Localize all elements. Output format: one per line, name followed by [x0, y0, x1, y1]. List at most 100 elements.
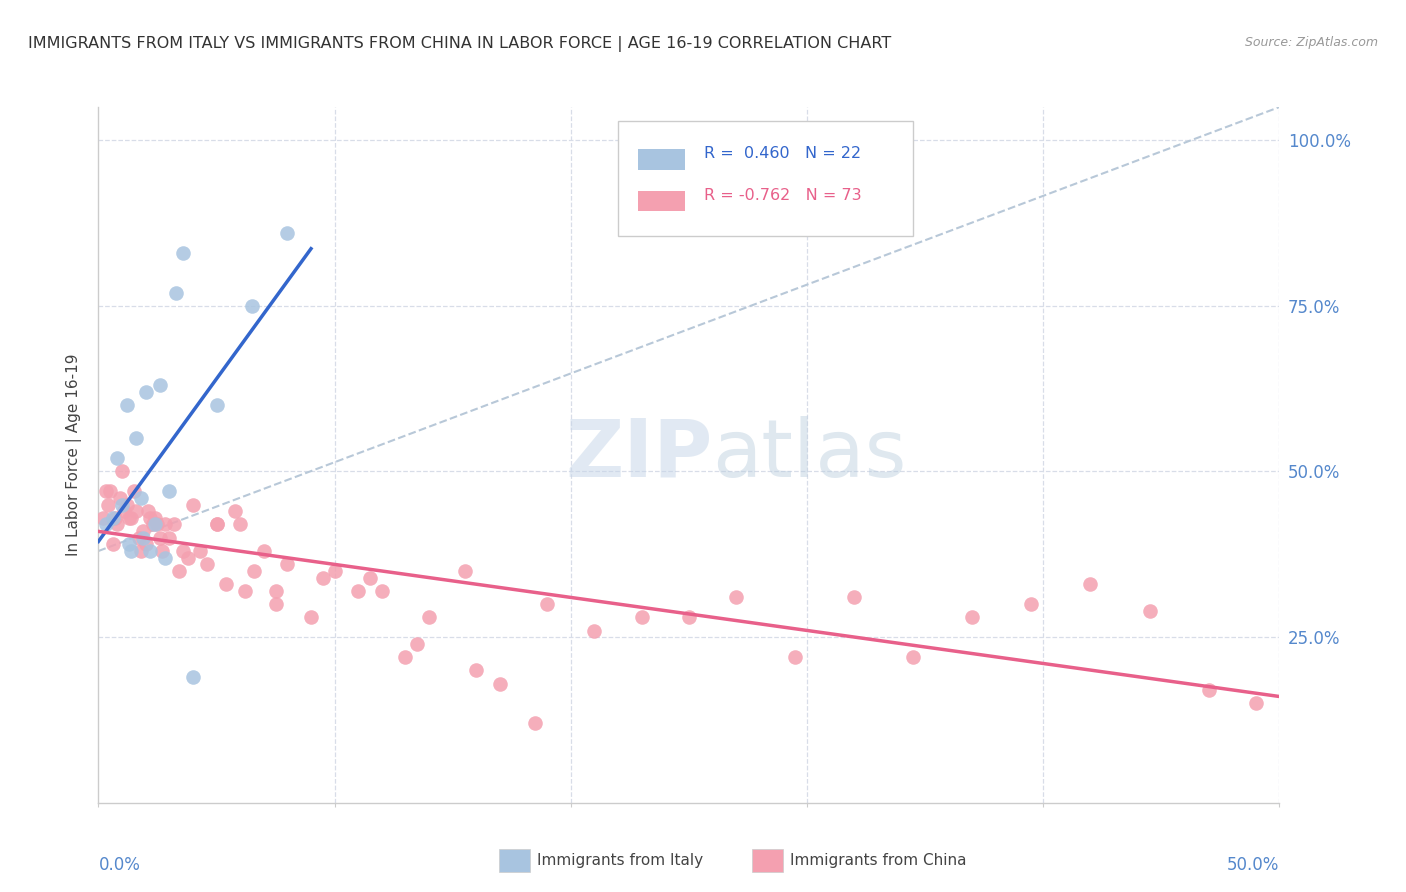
- Point: [105, 517, 128, 532]
- Point: [111, 465, 134, 479]
- Point: [205, 517, 228, 532]
- Point: [132, 531, 155, 545]
- Text: atlas: atlas: [713, 416, 907, 494]
- Point: [132, 524, 155, 538]
- Point: [149, 378, 172, 392]
- Point: [172, 245, 194, 260]
- Point: [139, 544, 162, 558]
- Point: [312, 570, 335, 584]
- Text: R =  0.460   N = 22: R = 0.460 N = 22: [704, 146, 862, 161]
- Point: [583, 624, 606, 638]
- Point: [224, 504, 246, 518]
- Point: [524, 716, 547, 731]
- Point: [233, 583, 256, 598]
- Point: [136, 504, 159, 518]
- Point: [94, 517, 117, 532]
- Point: [97, 498, 120, 512]
- Point: [125, 504, 148, 518]
- Point: [142, 517, 165, 532]
- Point: [139, 511, 162, 525]
- Text: Immigrants from China: Immigrants from China: [790, 854, 967, 868]
- Point: [205, 398, 228, 412]
- Point: [105, 451, 128, 466]
- FancyBboxPatch shape: [638, 191, 685, 211]
- Point: [276, 558, 298, 572]
- Point: [121, 511, 143, 525]
- Point: [243, 564, 266, 578]
- Text: R = -0.762   N = 73: R = -0.762 N = 73: [704, 188, 862, 202]
- Point: [163, 517, 186, 532]
- Point: [406, 637, 429, 651]
- Text: Source: ZipAtlas.com: Source: ZipAtlas.com: [1244, 36, 1378, 49]
- Point: [153, 517, 176, 532]
- Point: [104, 511, 127, 525]
- Point: [149, 531, 172, 545]
- Point: [118, 537, 141, 551]
- Point: [135, 384, 157, 399]
- Point: [167, 564, 190, 578]
- Point: [536, 597, 558, 611]
- Point: [229, 517, 252, 532]
- Point: [394, 650, 416, 665]
- Point: [115, 498, 138, 512]
- Point: [143, 517, 166, 532]
- Point: [188, 544, 211, 558]
- Point: [157, 484, 180, 499]
- Point: [215, 577, 238, 591]
- Point: [91, 511, 114, 525]
- FancyBboxPatch shape: [619, 121, 914, 235]
- Text: IMMIGRANTS FROM ITALY VS IMMIGRANTS FROM CHINA IN LABOR FORCE | AGE 16-19 CORREL: IMMIGRANTS FROM ITALY VS IMMIGRANTS FROM…: [28, 36, 891, 52]
- Point: [150, 544, 173, 558]
- Text: Immigrants from Italy: Immigrants from Italy: [537, 854, 703, 868]
- Point: [264, 583, 287, 598]
- Point: [101, 537, 124, 551]
- Point: [1139, 604, 1161, 618]
- Point: [1021, 597, 1043, 611]
- Text: 50.0%: 50.0%: [1227, 856, 1279, 874]
- Point: [240, 299, 263, 313]
- Point: [143, 511, 166, 525]
- Point: [359, 570, 381, 584]
- Point: [371, 583, 394, 598]
- Point: [115, 398, 138, 412]
- Point: [108, 491, 131, 505]
- Point: [276, 226, 298, 240]
- Point: [253, 544, 276, 558]
- Point: [1080, 577, 1102, 591]
- Point: [205, 517, 228, 532]
- Point: [135, 537, 157, 551]
- Point: [172, 544, 194, 558]
- Point: [903, 650, 925, 665]
- Text: ZIP: ZIP: [565, 416, 713, 494]
- Point: [962, 610, 984, 624]
- Point: [465, 663, 488, 677]
- Point: [146, 517, 169, 532]
- Point: [630, 610, 652, 624]
- Point: [195, 558, 218, 572]
- Point: [489, 676, 512, 690]
- Point: [264, 597, 287, 611]
- Point: [122, 484, 145, 499]
- Point: [347, 583, 370, 598]
- Point: [678, 610, 700, 624]
- Point: [121, 544, 143, 558]
- Point: [128, 531, 150, 545]
- Point: [299, 610, 322, 624]
- Point: [177, 550, 200, 565]
- Point: [94, 484, 117, 499]
- Point: [111, 498, 134, 512]
- Point: [181, 670, 204, 684]
- Point: [165, 285, 187, 300]
- Y-axis label: In Labor Force | Age 16-19: In Labor Force | Age 16-19: [66, 353, 83, 557]
- Point: [153, 550, 176, 565]
- Point: [157, 531, 180, 545]
- Point: [129, 491, 152, 505]
- Point: [129, 544, 152, 558]
- Text: 0.0%: 0.0%: [98, 856, 141, 874]
- Point: [118, 511, 141, 525]
- Point: [181, 498, 204, 512]
- Point: [418, 610, 440, 624]
- Point: [125, 431, 148, 445]
- Point: [1244, 697, 1267, 711]
- Point: [844, 591, 866, 605]
